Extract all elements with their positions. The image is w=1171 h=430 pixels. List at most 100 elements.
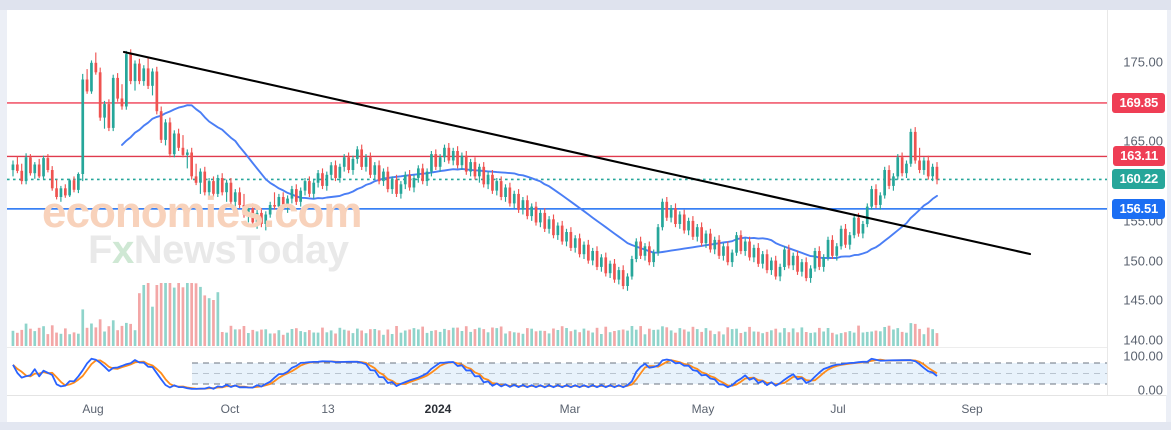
volume-bar (552, 328, 555, 346)
volume-bar (351, 333, 355, 346)
candle-body (408, 174, 411, 188)
oscillator-subplot[interactable] (7, 348, 1107, 395)
volume-bar (848, 331, 852, 346)
candle-body (277, 197, 281, 207)
volume-bar (826, 328, 830, 346)
candle-body (643, 246, 647, 256)
volume-bar (133, 330, 137, 346)
volume-bar (46, 334, 50, 346)
candle-body (399, 184, 403, 194)
candle-body (569, 232, 573, 248)
volume-bar (818, 327, 821, 346)
candle-body (565, 232, 568, 242)
volume-bar (277, 330, 281, 346)
candle-body (172, 133, 176, 155)
volume-bar (504, 333, 507, 346)
volume-bar (508, 331, 512, 346)
volume-bar (238, 329, 241, 346)
volume-bar (809, 332, 812, 346)
volume-bar (761, 333, 764, 346)
candle-body (312, 182, 316, 194)
volume-bar (11, 330, 15, 346)
candle-body (351, 158, 355, 170)
volume-bar (268, 333, 272, 346)
volume-bar (844, 332, 847, 346)
volume-bar (456, 327, 459, 346)
volume-bar (879, 331, 882, 346)
candle-body (356, 149, 359, 159)
candle-body (116, 77, 119, 99)
candle-body (177, 133, 180, 148)
candle-body (417, 168, 420, 178)
candle-body (16, 164, 19, 171)
volume-bar (905, 332, 908, 346)
volume-bar (530, 328, 533, 346)
volume-bar (865, 331, 869, 346)
candle-body (499, 181, 503, 197)
price-badge-resistance-upper[interactable]: 169.85 (1112, 92, 1165, 113)
candle-body (146, 68, 150, 86)
candle-body (325, 174, 329, 186)
candle-body (752, 247, 756, 258)
candle-body (556, 225, 560, 236)
volume-bar (608, 332, 612, 346)
date-axis[interactable]: Aug Oct 13 2024 Mar May Jul Sep (7, 395, 1166, 423)
volume-bar (451, 327, 455, 346)
volume-bar (517, 332, 520, 346)
volume-bar (369, 329, 372, 346)
volume-bar (430, 330, 433, 346)
candle-body (896, 157, 900, 177)
candle-body (678, 214, 682, 224)
volume-bar (700, 331, 703, 346)
candle-body (809, 268, 812, 278)
right-scrollbar-rail[interactable] (1166, 10, 1171, 422)
volume-bar (382, 334, 385, 346)
candle-body (900, 157, 904, 174)
candle-body (757, 247, 760, 264)
volume-bar (177, 283, 180, 346)
candle-body (573, 238, 577, 248)
candle-body (434, 154, 438, 167)
volume-bar (778, 332, 782, 346)
candle-body (216, 178, 220, 194)
volume-bar (656, 329, 660, 346)
candle-body (761, 254, 764, 264)
candle-body (504, 187, 507, 197)
candle-body (700, 227, 703, 244)
candle-body (600, 257, 603, 267)
price-axis[interactable]: 175.00 165.00 155.00 150.00 145.00 140.00 169… (1107, 10, 1167, 398)
volume-bar (935, 333, 939, 346)
candle-body (85, 79, 89, 92)
candle-body (373, 165, 377, 175)
candle-body (717, 239, 721, 256)
candle-body (438, 157, 442, 167)
candle-body (168, 122, 172, 155)
volume-bar (116, 330, 119, 346)
candle-body (539, 212, 542, 223)
price-badge-current-price[interactable]: 160.22 (1112, 169, 1165, 190)
volume-bar (364, 333, 368, 346)
candle-body (64, 188, 67, 196)
candle-body (639, 241, 642, 256)
candle-body (796, 255, 799, 272)
descending-trendline[interactable] (122, 50, 1032, 256)
candle-body (233, 192, 237, 202)
candle-body (508, 187, 512, 204)
price-chart-plot[interactable] (7, 10, 1107, 348)
candle-body (72, 180, 76, 190)
candle-body (831, 239, 834, 256)
candle-body (879, 195, 882, 205)
candle-body (255, 212, 259, 223)
volume-bar (24, 323, 28, 346)
candle-body (364, 157, 368, 167)
candle-body (120, 98, 124, 107)
candle-body (874, 189, 878, 205)
candle-body (918, 160, 921, 170)
candle-body (935, 166, 939, 180)
volume-bar (687, 331, 690, 346)
price-badge-resistance-lower[interactable]: 163.11 (1113, 146, 1165, 167)
oscillator-line-percent-k (12, 357, 938, 390)
price-badge-support[interactable]: 156.51 (1112, 198, 1165, 219)
candle-body (730, 252, 734, 263)
volume-bar (743, 331, 747, 346)
